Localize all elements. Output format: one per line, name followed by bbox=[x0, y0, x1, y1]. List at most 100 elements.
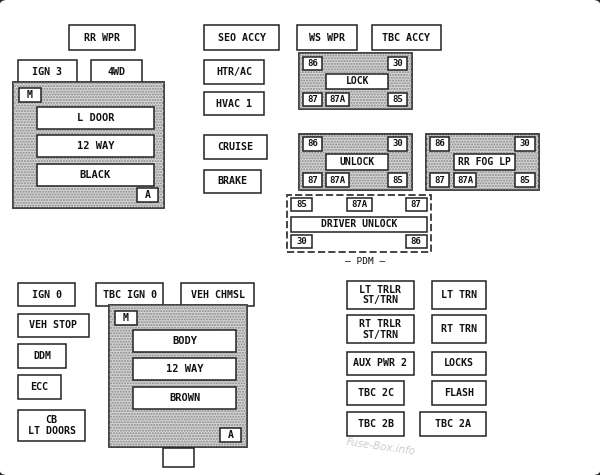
Bar bbox=[347, 352, 414, 375]
Bar bbox=[515, 173, 535, 187]
Bar bbox=[109, 305, 247, 447]
Bar bbox=[299, 134, 412, 190]
Text: RR FOG LP: RR FOG LP bbox=[458, 157, 511, 167]
Bar bbox=[137, 188, 158, 202]
Bar bbox=[204, 135, 267, 159]
Bar bbox=[388, 173, 407, 187]
Text: CRUISE: CRUISE bbox=[218, 142, 254, 152]
Bar bbox=[299, 134, 412, 190]
Bar bbox=[515, 137, 535, 151]
Bar bbox=[13, 82, 164, 208]
Text: 4WD: 4WD bbox=[108, 67, 126, 77]
Bar bbox=[347, 281, 414, 309]
Bar bbox=[432, 381, 486, 405]
Text: 86: 86 bbox=[307, 59, 318, 67]
Text: VEH STOP: VEH STOP bbox=[29, 320, 77, 331]
Text: 30: 30 bbox=[392, 140, 403, 148]
Bar bbox=[204, 60, 264, 84]
Bar bbox=[291, 198, 312, 211]
Bar bbox=[303, 93, 322, 106]
Text: — PDM —: — PDM — bbox=[344, 257, 385, 266]
Text: L DOOR: L DOOR bbox=[77, 113, 114, 123]
Bar bbox=[133, 358, 236, 380]
Text: 86: 86 bbox=[411, 238, 421, 246]
Bar bbox=[430, 137, 449, 151]
Text: RT TRN: RT TRN bbox=[441, 324, 477, 334]
Bar bbox=[347, 198, 372, 211]
Text: 87A: 87A bbox=[330, 176, 346, 184]
Bar bbox=[287, 195, 431, 252]
Bar bbox=[432, 352, 486, 375]
Bar bbox=[204, 92, 264, 115]
Bar bbox=[18, 283, 75, 306]
Text: 30: 30 bbox=[392, 59, 403, 67]
Bar bbox=[69, 25, 135, 50]
Bar bbox=[204, 170, 261, 193]
Bar bbox=[96, 283, 163, 306]
Bar bbox=[430, 173, 449, 187]
Bar bbox=[347, 412, 404, 436]
Text: 87: 87 bbox=[434, 176, 445, 184]
Bar bbox=[18, 60, 77, 84]
Bar bbox=[326, 74, 388, 89]
Text: 86: 86 bbox=[307, 140, 318, 148]
Bar bbox=[133, 387, 236, 408]
Bar bbox=[181, 283, 254, 306]
Bar bbox=[303, 173, 322, 187]
Text: 85: 85 bbox=[296, 200, 307, 209]
Bar bbox=[18, 314, 89, 337]
Text: DDM: DDM bbox=[33, 351, 51, 361]
Bar bbox=[347, 315, 414, 343]
Bar bbox=[326, 154, 388, 170]
Text: TBC 2A: TBC 2A bbox=[435, 418, 471, 429]
Bar bbox=[303, 57, 322, 70]
Bar bbox=[432, 315, 486, 343]
Text: TBC ACCY: TBC ACCY bbox=[383, 32, 431, 43]
Bar bbox=[91, 60, 142, 84]
Bar bbox=[37, 135, 154, 157]
Text: 12 WAY: 12 WAY bbox=[166, 364, 203, 374]
Text: 87A: 87A bbox=[330, 95, 346, 104]
Bar bbox=[297, 25, 357, 50]
Bar bbox=[115, 311, 137, 325]
Text: HTR/AC: HTR/AC bbox=[216, 67, 252, 77]
Bar bbox=[388, 137, 407, 151]
Bar bbox=[204, 25, 279, 50]
Bar bbox=[426, 134, 539, 190]
Text: IGN 0: IGN 0 bbox=[32, 289, 62, 300]
Bar bbox=[109, 305, 247, 447]
Text: A: A bbox=[227, 429, 233, 440]
Text: SEO ACCY: SEO ACCY bbox=[218, 32, 265, 43]
Text: TBC IGN 0: TBC IGN 0 bbox=[103, 289, 157, 300]
Text: TBC 2C: TBC 2C bbox=[358, 388, 394, 398]
Text: RR WPR: RR WPR bbox=[84, 32, 120, 43]
Text: BODY: BODY bbox=[172, 335, 197, 346]
Text: HVAC 1: HVAC 1 bbox=[216, 98, 252, 109]
Text: 30: 30 bbox=[520, 140, 530, 148]
Text: TBC 2B: TBC 2B bbox=[358, 418, 394, 429]
Text: 87A: 87A bbox=[352, 200, 367, 209]
Text: UNLOCK: UNLOCK bbox=[340, 157, 375, 167]
Bar bbox=[18, 344, 66, 368]
Text: CB
LT DOORS: CB LT DOORS bbox=[28, 415, 76, 436]
Bar bbox=[163, 448, 194, 467]
Text: LT TRLR
ST/TRN: LT TRLR ST/TRN bbox=[359, 285, 401, 305]
Text: FLASH: FLASH bbox=[444, 388, 474, 398]
Text: IGN 3: IGN 3 bbox=[32, 67, 62, 77]
Bar bbox=[326, 93, 349, 106]
Bar bbox=[291, 217, 427, 232]
Text: 86: 86 bbox=[434, 140, 445, 148]
Bar bbox=[388, 93, 407, 106]
Bar bbox=[18, 410, 85, 441]
Text: 87: 87 bbox=[307, 176, 318, 184]
Text: 87: 87 bbox=[307, 95, 318, 104]
Bar bbox=[291, 235, 312, 248]
Bar bbox=[13, 82, 164, 208]
Bar bbox=[19, 88, 41, 102]
Bar bbox=[426, 134, 539, 190]
Text: VEH CHMSL: VEH CHMSL bbox=[191, 289, 245, 300]
Text: M: M bbox=[27, 90, 33, 100]
Bar bbox=[454, 173, 476, 187]
Text: LOCK: LOCK bbox=[346, 76, 369, 86]
Bar bbox=[299, 53, 412, 109]
